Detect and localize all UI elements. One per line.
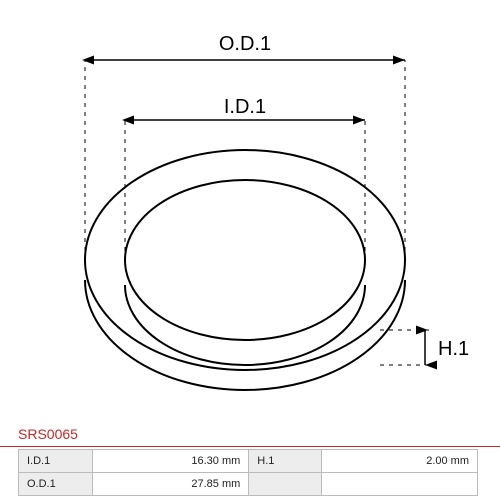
id-cell-label: I.D.1 xyxy=(19,450,93,473)
spec-table: I.D.1 16.30 mm H.1 2.00 mm O.D.1 27.85 m… xyxy=(18,449,478,496)
od-cell-value: 27.85 mm xyxy=(93,473,249,496)
footer: SRS0065 I.D.1 16.30 mm H.1 2.00 mm O.D.1… xyxy=(0,426,500,496)
ring-inner-top xyxy=(125,180,365,340)
od-cell-label: O.D.1 xyxy=(19,473,93,496)
table-row: O.D.1 27.85 mm xyxy=(19,473,478,496)
id-label: I.D.1 xyxy=(224,96,266,118)
part-number: SRS0065 xyxy=(18,426,500,442)
empty-cell xyxy=(249,473,322,496)
h-cell-label: H.1 xyxy=(249,450,322,473)
h-label: H.1 xyxy=(438,338,469,360)
h-cell-value: 2.00 mm xyxy=(322,450,478,473)
od-label: O.D.1 xyxy=(219,33,271,55)
drawing-svg: O.D.1 I.D.1 H.1 xyxy=(0,0,500,420)
technical-drawing: O.D.1 I.D.1 H.1 xyxy=(0,0,500,420)
table-row: I.D.1 16.30 mm H.1 2.00 mm xyxy=(19,450,478,473)
divider xyxy=(0,446,500,447)
id-cell-value: 16.30 mm xyxy=(93,450,249,473)
empty-cell xyxy=(322,473,478,496)
